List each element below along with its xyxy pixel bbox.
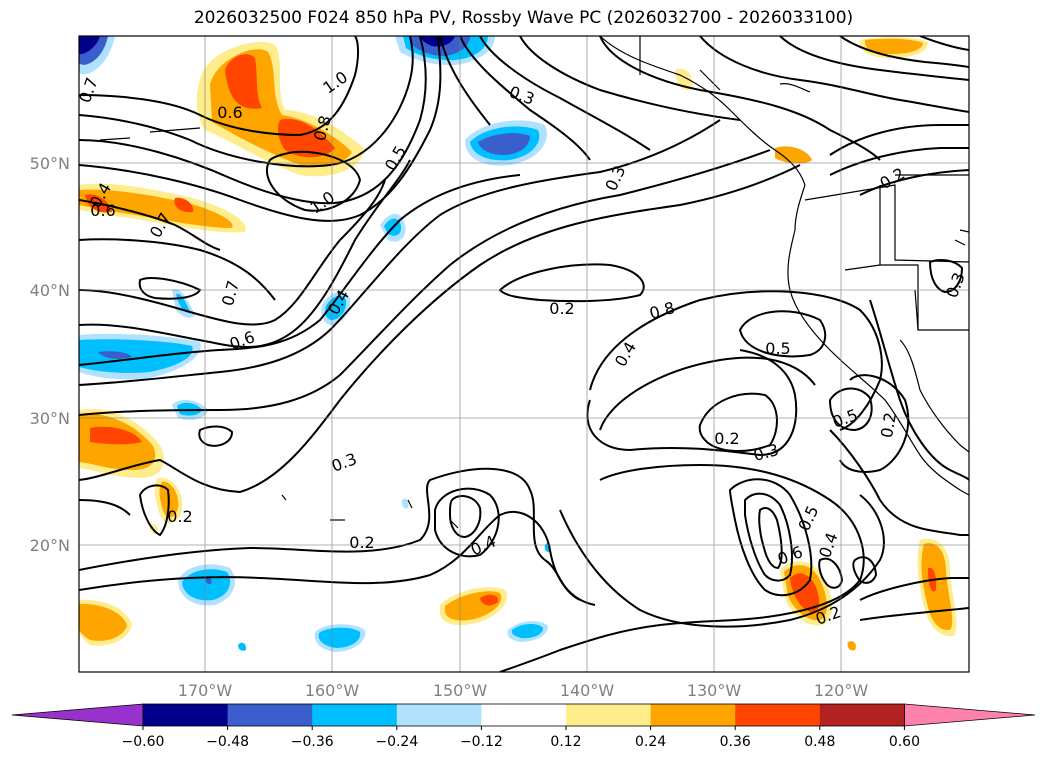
positive-anomaly (79, 37, 957, 651)
lon-tick-label: 170°W (178, 681, 233, 700)
colorbar-tick-label: −0.36 (291, 734, 334, 750)
lon-tick-label: 140°W (560, 681, 615, 700)
contour-label: 0.5 (765, 339, 790, 358)
colorbar-segment (481, 704, 567, 726)
colorbar-segment (566, 704, 652, 726)
contour-label: 0.2 (349, 533, 374, 552)
map-frame (78, 35, 970, 673)
pv-shading (79, 36, 957, 652)
colorbar-extend-high (904, 703, 1036, 727)
colorbar-tick-label: 0.36 (720, 734, 751, 750)
contour-label: 0.2 (549, 299, 574, 318)
colorbar-segment (735, 704, 821, 726)
lon-tick-label: 120°W (814, 681, 869, 700)
graticule (79, 36, 969, 672)
colorbar-segment (143, 704, 229, 726)
colorbar-tick-label: 0.12 (550, 734, 581, 750)
lon-tick-label: 130°W (687, 681, 742, 700)
lat-tick-label: 40°N (30, 281, 70, 300)
lon-tick-label: 150°W (433, 681, 488, 700)
colorbar-tick-label: −0.60 (122, 734, 165, 750)
colorbar-tick-label: 0.24 (635, 734, 666, 750)
lat-axis: 50°N 40°N 30°N 20°N (30, 154, 70, 555)
colorbar-tick-label: 0.60 (889, 734, 920, 750)
contour-label: 0.6 (90, 201, 115, 220)
colorbar: −0.60 −0.48 −0.36 −0.24 −0.12 0.12 0.24 0.36 0.4… (11, 703, 1036, 750)
coastlines (99, 36, 969, 529)
colorbar-segment (312, 704, 398, 726)
lat-tick-label: 20°N (30, 536, 70, 555)
colorbar-tick-label: −0.12 (460, 734, 503, 750)
colorbar-extend-low (11, 703, 144, 727)
chart-title: 2026032500 F024 850 hPa PV, Rossby Wave … (193, 8, 854, 28)
colorbar-outline (142, 703, 905, 727)
colorbar-segment (650, 704, 736, 726)
contour-label: 0.2 (877, 411, 900, 439)
colorbar-segment (396, 704, 482, 726)
contour-label: 0.6 (217, 103, 242, 122)
colorbar-segment (227, 704, 313, 726)
lat-tick-label: 50°N (30, 154, 70, 173)
contour-label: 0.2 (167, 507, 192, 526)
colorbar-tick-label: −0.24 (375, 734, 418, 750)
colorbar-segment (819, 704, 905, 726)
contour-label: 0.2 (714, 429, 739, 448)
colorbar-tick-label: −0.48 (206, 734, 249, 750)
colorbar-tick-label: 0.48 (804, 734, 835, 750)
lon-axis: 170°W 160°W 150°W 140°W 130°W 120°W (178, 681, 869, 700)
lat-tick-label: 30°N (30, 409, 70, 428)
lon-tick-label: 160°W (305, 681, 360, 700)
